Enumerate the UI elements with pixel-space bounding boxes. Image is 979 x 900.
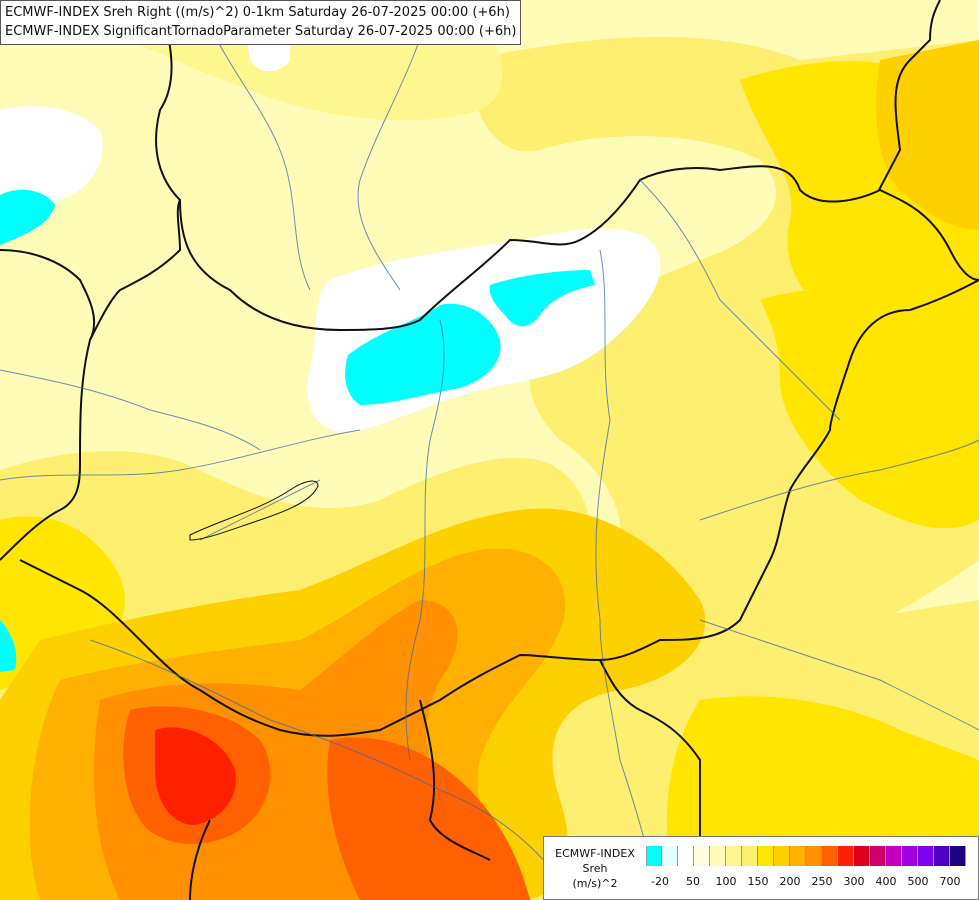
lake-outline [189,480,319,541]
legend-title: ECMWF-INDEX Sreh (m/s)^2 [548,846,642,891]
legend-swatch [710,846,726,866]
legend-title-line-3: (m/s)^2 [572,877,618,890]
legend-tick-label: 50 [686,875,700,888]
legend-swatch [694,846,710,866]
legend-tick-label: 700 [939,875,961,888]
map-title-box: ECMWF-INDEX Sreh Right ((m/s)^2) 0-1km S… [0,0,522,45]
legend-title-line-2: Sreh [582,862,608,875]
legend-tick-label: -20 [651,875,669,888]
legend-tick-label: 400 [875,875,897,888]
legend-ticks: -20 50 100 150 200 250 300 400 500 700 [646,875,976,891]
legend-tick-label: 250 [811,875,833,888]
legend-tick-label: 300 [843,875,865,888]
legend-swatch [662,846,678,866]
legend-swatch [934,846,950,866]
legend-swatch [854,846,870,866]
legend-title-line-1: ECMWF-INDEX [555,847,635,860]
legend-swatch [822,846,838,866]
legend-swatch [678,846,694,866]
legend-swatch [758,846,774,866]
legend-swatch [806,846,822,866]
legend-tick-label: 150 [747,875,769,888]
legend-swatch [742,846,758,866]
legend-swatches [646,846,966,866]
legend-tick-label: 500 [907,875,929,888]
legend-swatch [886,846,902,866]
legend-swatch [902,846,918,866]
map-title-line-1: ECMWF-INDEX Sreh Right ((m/s)^2) 0-1km S… [5,5,510,20]
legend-swatch [790,846,806,866]
map-title-line-2: ECMWF-INDEX SignificantTornadoParameter … [5,24,517,39]
legend-swatch [838,846,854,866]
color-legend: ECMWF-INDEX Sreh (m/s)^2 -20 50 100 150 200 2… [543,836,979,900]
orange-fields [0,508,706,900]
legend-tick-label: 100 [715,875,737,888]
legend-tick-label: 200 [779,875,801,888]
legend-swatch [918,846,934,866]
legend-swatch [870,846,886,866]
legend-swatch [950,846,966,866]
legend-swatch [646,846,662,866]
legend-swatch [726,846,742,866]
legend-swatch [774,846,790,866]
